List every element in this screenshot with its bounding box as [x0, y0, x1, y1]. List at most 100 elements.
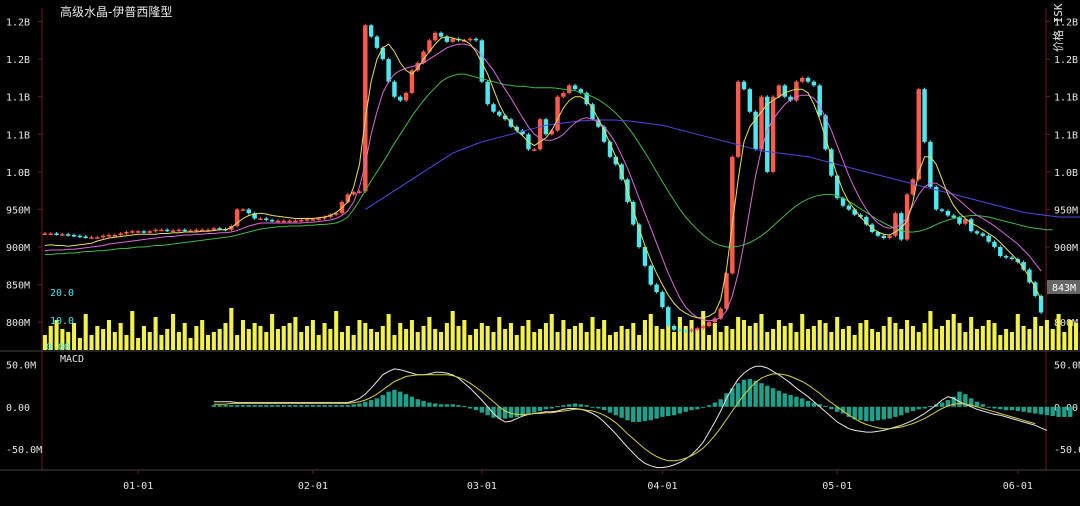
macd-hist-bar [800, 398, 804, 406]
candle-body [468, 39, 472, 41]
volume-bar [468, 335, 472, 350]
macd-hist-bar [689, 407, 693, 410]
candle-body [381, 48, 385, 59]
candle-body [951, 215, 955, 217]
volume-bar [1039, 326, 1043, 350]
volume-bar [649, 314, 653, 350]
candle-body [258, 218, 262, 220]
volume-bar [952, 314, 956, 350]
volume-bar [154, 317, 158, 350]
candle-body [118, 233, 122, 235]
volume-bar [625, 329, 629, 350]
macd-hist-bar [707, 405, 711, 407]
volume-bar [515, 335, 519, 350]
volume-bar [602, 320, 606, 350]
volume-bar [323, 323, 327, 350]
volume-bar [998, 335, 1002, 350]
volume-bar [590, 317, 594, 350]
volume-scale-bottom: 0.00 [46, 342, 70, 353]
candle-body [386, 59, 390, 82]
macd-hist-bar [340, 405, 344, 407]
volume-bar [923, 323, 927, 350]
volume-bar [940, 326, 944, 350]
macd-hist-bar [643, 407, 647, 421]
volume-bar [870, 329, 874, 350]
macd-hist-bar [637, 407, 641, 422]
candle-body [678, 330, 682, 332]
volume-bar [608, 335, 612, 350]
right-price-label: 900M [1054, 243, 1078, 254]
macd-hist-bar [573, 403, 577, 406]
candle-body [922, 89, 926, 142]
volume-bar [532, 332, 536, 350]
macd-dea-line [214, 374, 1035, 461]
volume-bar [742, 320, 746, 350]
macd-hist-bar [1027, 407, 1031, 413]
macd-hist-bar [608, 407, 612, 413]
volume-bar [165, 329, 169, 350]
candle-body [847, 206, 851, 210]
volume-bar [445, 323, 449, 350]
volume-bar [270, 314, 274, 350]
macd-hist-bar [276, 405, 280, 407]
candle-body [89, 237, 93, 239]
volume-bar [550, 314, 554, 350]
candle-body [305, 219, 309, 221]
candle-body [800, 78, 804, 82]
volume-bar [119, 323, 123, 350]
volume-bar [521, 326, 525, 350]
macd-hist-bar [386, 392, 390, 407]
volume-bar [748, 326, 752, 350]
volume-bar [264, 332, 268, 350]
volume-bar [142, 326, 146, 350]
volume-bar [1045, 320, 1049, 350]
volume-bar [363, 323, 367, 350]
volume-bar [1074, 323, 1078, 350]
candle-body [369, 25, 373, 36]
volume-bar [765, 332, 769, 350]
candle-body [1010, 258, 1014, 260]
macd-lines [214, 366, 1047, 467]
right-price-label: 950M [1054, 205, 1078, 216]
volume-bar [491, 332, 495, 350]
volume-bar [1062, 332, 1066, 350]
volume-bar [183, 323, 187, 350]
macd-hist-bar [864, 407, 868, 421]
volume-bar [620, 326, 624, 350]
macd-hist-bar [584, 405, 588, 407]
volume-bar [579, 323, 583, 350]
volume-bar [229, 308, 233, 350]
candle-body [759, 97, 763, 150]
candle-body [806, 78, 810, 82]
candle-body [701, 326, 705, 328]
macd-hist-bar [299, 405, 303, 407]
macd-hist-bar [940, 403, 944, 407]
macd-hist-bar [905, 407, 909, 413]
candle-body [375, 37, 379, 48]
macd-hist-bar [328, 405, 332, 407]
candle-body [194, 230, 198, 232]
candle-body [95, 237, 99, 239]
volume-bar [1010, 332, 1014, 350]
macd-hist-bar [718, 399, 722, 407]
macd-hist-bar [765, 386, 769, 407]
candle-body [212, 228, 216, 230]
macd-hist-bar [654, 407, 658, 419]
candle-body [649, 266, 653, 285]
volume-bar [893, 323, 897, 350]
volume-bar [299, 332, 303, 350]
macd-hist-bar [1033, 407, 1037, 414]
macd-hist-bar [439, 404, 443, 407]
macd-hist-bar [351, 404, 355, 407]
volume-bar [818, 320, 822, 350]
candle-body [672, 326, 676, 330]
volume-bar [713, 323, 717, 350]
volume-bar [462, 320, 466, 350]
macd-hist-bar [917, 407, 921, 410]
macd-dif-line [214, 366, 1047, 467]
volume-bar [276, 329, 280, 350]
volume-bar [724, 326, 728, 350]
macd-hist-bar [998, 407, 1002, 410]
macd-hist-bar [870, 407, 874, 421]
